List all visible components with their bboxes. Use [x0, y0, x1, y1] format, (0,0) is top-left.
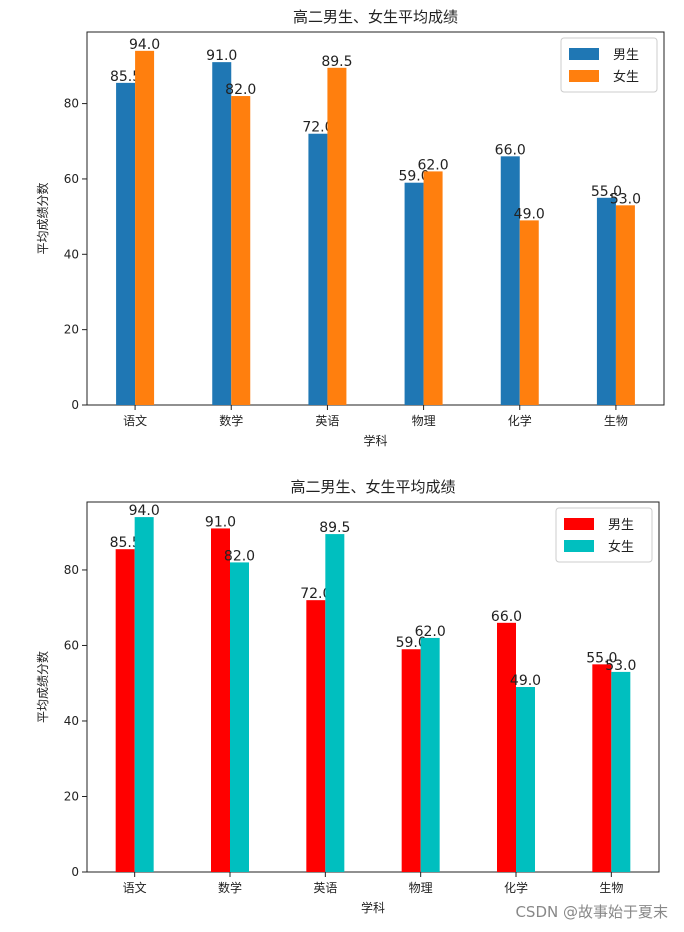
chart-0-value-label-1-2: 89.5: [321, 54, 352, 70]
chart-1-value-label-0-4: 66.0: [491, 609, 522, 625]
chart-1-bar-1-5: [611, 671, 631, 872]
chart-0-value-label-1-3: 62.0: [417, 157, 448, 173]
chart-0-value-label-1-5: 53.0: [610, 191, 641, 207]
chart-top: 高二男生、女生平均成绩 0 20 40 60 80 语文 85.5 94.0 数学 91.0 82.0…: [0, 0, 684, 462]
chart-1-title: 高二男生、女生平均成绩: [290, 478, 455, 496]
chart-0-legend-box: [560, 37, 658, 93]
watermark: CSDN @故事始于夏末: [515, 903, 668, 921]
chart-0-legend-label-0: 男生: [613, 48, 639, 63]
chart-0-plot-frame: [86, 31, 665, 406]
chart-0-xtick-label-3: 物理: [412, 414, 436, 428]
chart-1-value-label-1-5: 53.0: [605, 658, 636, 674]
chart-1-ytick-label-1: 20: [64, 789, 79, 803]
chart-1-xtick-label-0: 语文: [123, 880, 147, 895]
chart-0-bar-0-4: [500, 156, 520, 405]
chart-bottom-svg: 高二男生、女生平均成绩 0 20 40 60 80 语文 85.5 94.0 数学 91.0 82.0…: [35, 478, 660, 915]
chart-0-xtick-label-5: 生物: [604, 414, 628, 428]
chart-1-bar-1-1: [230, 562, 249, 872]
chart-1-xtick-label-2: 英语: [313, 881, 337, 895]
chart-0-bar-1-1: [231, 96, 251, 405]
chart-1-bar-0-0: [115, 549, 135, 872]
chart-0-bar-0-1: [212, 62, 232, 405]
chart-0-ytick-label-1: 20: [64, 323, 79, 337]
chart-1-value-label-1-0: 94.0: [129, 503, 160, 519]
chart-0-legend-label-1: 女生: [613, 69, 639, 85]
chart-1-legend-label-1: 女生: [608, 539, 634, 555]
chart-1-legend-label-0: 男生: [608, 518, 634, 533]
chart-1-bar-0-1: [211, 528, 230, 872]
chart-1-value-label-0-2: 72.0: [300, 586, 331, 602]
chart-1-legend-swatch-1: [564, 540, 594, 552]
chart-1-bar-1-2: [325, 534, 345, 872]
chart-0-bar-0-5: [596, 197, 616, 405]
chart-0-value-label-1-1: 82.0: [225, 82, 256, 98]
chart-0-bar-0-0: [116, 82, 136, 405]
chart-0-ytick-label-3: 60: [64, 172, 79, 186]
chart-0-legend-swatch-1: [569, 70, 599, 82]
chart-0-value-label-0-1: 91.0: [206, 48, 237, 64]
chart-1-xlabel: 学科: [361, 900, 385, 915]
chart-1-ytick-label-0: 0: [71, 865, 79, 879]
chart-1-bar-0-5: [592, 664, 612, 872]
chart-0-bar-1-4: [519, 220, 539, 405]
chart-0-bar-1-3: [423, 171, 443, 405]
chart-0-xtick-label-4: 化学: [508, 413, 532, 428]
chart-1-bar-1-4: [516, 687, 535, 872]
chart-1-ytick-label-4: 80: [64, 563, 79, 577]
chart-0-value-label-0-0: 85.5: [110, 69, 141, 85]
chart-0-title: 高二男生、女生平均成绩: [293, 8, 458, 26]
chart-0-ytick-label-0: 0: [71, 398, 79, 412]
chart-0-bar-1-2: [327, 67, 347, 405]
chart-1-value-label-1-1: 82.0: [224, 548, 255, 564]
chart-0-value-label-0-3: 59.0: [398, 169, 429, 185]
chart-0-bar-0-3: [404, 182, 424, 405]
chart-1-xtick-label-3: 物理: [409, 881, 433, 895]
chart-0-legend-swatch-0: [569, 48, 599, 60]
chart-0-value-label-0-5: 55.0: [591, 184, 622, 200]
chart-0-bar-0-2: [308, 133, 328, 405]
chart-1-legend-swatch-0: [564, 518, 594, 530]
chart-1-legend-box: [555, 507, 653, 563]
chart-0-ytick-label-2: 40: [64, 247, 79, 261]
chart-0-bar-1-5: [615, 205, 635, 405]
chart-top-svg: 高二男生、女生平均成绩 0 20 40 60 80 语文 85.5 94.0 数学 91.0 82.0…: [35, 8, 665, 448]
chart-0-ytick-label-4: 80: [64, 97, 79, 111]
chart-bottom: 高二男生、女生平均成绩 0 20 40 60 80 语文 85.5 94.0 数学 91.0 82.0…: [0, 466, 684, 932]
chart-1-value-label-1-2: 89.5: [319, 520, 350, 536]
chart-1-xtick-label-1: 数学: [218, 880, 242, 895]
chart-0-xtick-label-1: 数学: [219, 413, 243, 428]
chart-0-xtick-label-2: 英语: [315, 414, 339, 428]
chart-1-ytick-label-2: 40: [64, 714, 79, 728]
chart-1-value-label-0-5: 55.0: [586, 650, 617, 666]
chart-0-value-label-1-0: 94.0: [129, 37, 160, 53]
chart-1-bar-1-0: [134, 517, 154, 872]
chart-1-xtick-label-4: 化学: [504, 880, 528, 895]
chart-1-xtick-label-5: 生物: [599, 881, 623, 895]
chart-1-bar-0-4: [497, 622, 516, 872]
chart-1-ytick-label-3: 60: [64, 638, 79, 652]
chart-0-xtick-label-0: 语文: [123, 413, 147, 428]
chart-0-value-label-0-2: 72.0: [302, 120, 333, 136]
chart-1-value-label-0-3: 59.0: [396, 635, 427, 651]
chart-1-value-label-0-0: 85.5: [110, 535, 141, 551]
chart-1-ylabel: 平均成绩分数: [35, 651, 50, 723]
chart-0-bar-1-0: [135, 50, 155, 406]
chart-1-value-label-0-1: 91.0: [205, 514, 236, 530]
chart-0-ylabel: 平均成绩分数: [35, 182, 50, 254]
chart-0-xlabel: 学科: [363, 433, 387, 448]
chart-0-value-label-0-4: 66.0: [495, 142, 526, 158]
chart-1-bar-1-3: [420, 637, 440, 872]
chart-1-value-label-1-3: 62.0: [415, 624, 446, 640]
chart-0-value-label-1-4: 49.0: [514, 206, 545, 222]
chart-1-bar-0-3: [401, 649, 421, 872]
chart-1-plot-frame: [86, 501, 660, 873]
chart-1-bar-0-2: [306, 600, 326, 872]
chart-1-value-label-1-4: 49.0: [510, 673, 541, 689]
